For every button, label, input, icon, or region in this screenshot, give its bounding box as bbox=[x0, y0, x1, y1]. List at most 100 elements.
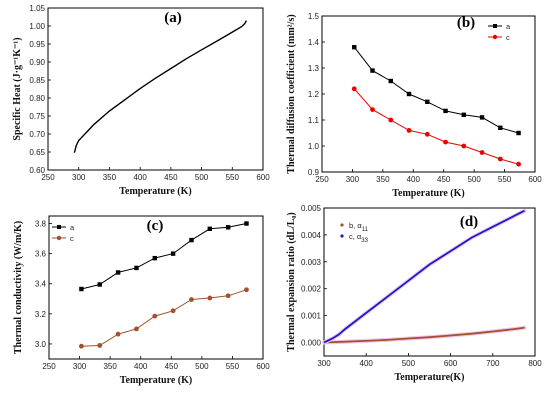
x-tick-label: 800 bbox=[528, 359, 542, 368]
legend-label: c, α33 bbox=[349, 232, 369, 244]
x-tick-label: 300 bbox=[346, 175, 360, 184]
y-tick-label: 0.9 bbox=[308, 168, 320, 177]
data-point bbox=[388, 78, 393, 84]
panel-label: (b) bbox=[457, 15, 475, 31]
y-tick-label: 1.1 bbox=[308, 116, 320, 125]
y-tick-label: 0.000 bbox=[301, 339, 322, 348]
x-tick-label: 400 bbox=[134, 362, 148, 371]
data-point bbox=[388, 117, 394, 123]
data-point bbox=[134, 326, 139, 332]
x-tick-label: 400 bbox=[407, 175, 421, 184]
legend-marker bbox=[57, 225, 61, 229]
chart-2: 250 300 350 400 450 500 550 600 0.9 1.0 1.1 1.2 1.3 1… bbox=[286, 12, 542, 199]
y-axis-label: Thermal diffusion coefficient (mm²/s) bbox=[286, 14, 297, 173]
legend-label-subscript: 33 bbox=[361, 238, 368, 244]
x-tick-label: 550 bbox=[226, 173, 240, 182]
data-point bbox=[97, 282, 102, 287]
series-line bbox=[81, 289, 247, 347]
chart-3: 250 300 350 400 450 500 550 600 3.0 3.2 3.4 3.6 3.8 T… bbox=[13, 215, 270, 386]
y-tick-label: 0.002 bbox=[301, 285, 322, 294]
y-tick-label: 0.004 bbox=[301, 231, 322, 240]
chart-4: 300 400 500 600 700 800 0.000 0.001 0.002 0.003 0.… bbox=[286, 204, 542, 383]
y-tick-label: 0.003 bbox=[301, 258, 322, 267]
chart-1: 250 300 350 400 450 500 550 600 0.60 0.65 0.70 0.75… bbox=[12, 4, 270, 197]
y-tick-label: 3.2 bbox=[35, 310, 47, 319]
series-line bbox=[353, 88, 519, 165]
data-point bbox=[352, 45, 357, 50]
x-tick-label: 450 bbox=[164, 173, 178, 182]
data-point bbox=[443, 108, 448, 114]
panel-label: (c) bbox=[147, 218, 164, 234]
y-tick-label: 1.3 bbox=[308, 64, 320, 73]
data-point bbox=[170, 251, 176, 256]
y-tick-label: 0.80 bbox=[29, 94, 45, 103]
data-point bbox=[498, 125, 503, 130]
series-band bbox=[322, 325, 527, 345]
data-point bbox=[461, 143, 467, 149]
data-point bbox=[115, 331, 121, 337]
legend-marker bbox=[340, 223, 344, 227]
x-tick-label: 300 bbox=[73, 362, 87, 371]
data-point bbox=[424, 131, 430, 137]
x-tick-label: 600 bbox=[256, 362, 270, 371]
x-tick-label: 450 bbox=[165, 362, 179, 371]
data-point bbox=[406, 91, 412, 97]
legend-label: a bbox=[506, 22, 511, 31]
data-point bbox=[79, 286, 84, 292]
panel-label: (a) bbox=[164, 10, 182, 26]
y-tick-label: 1.2 bbox=[308, 90, 320, 99]
series-line bbox=[323, 209, 525, 344]
panel-label: (d) bbox=[460, 214, 478, 230]
data-point bbox=[479, 150, 485, 155]
data-point bbox=[461, 112, 466, 117]
data-point bbox=[115, 270, 121, 275]
data-point bbox=[516, 130, 521, 136]
y-tick-label: 0.70 bbox=[29, 130, 45, 139]
data-point bbox=[207, 295, 213, 301]
x-tick-label: 450 bbox=[437, 175, 451, 184]
data-point bbox=[370, 107, 375, 112]
y-tick-label: 3.6 bbox=[35, 250, 47, 259]
legend-label-subscript: 11 bbox=[362, 227, 369, 233]
x-tick-label: 600 bbox=[528, 175, 542, 184]
series-line bbox=[353, 46, 519, 134]
legend-label: c bbox=[70, 234, 74, 243]
x-tick-label: 350 bbox=[103, 173, 117, 182]
legend-label: a bbox=[70, 223, 75, 232]
x-tick-label: 500 bbox=[467, 175, 481, 184]
data-point bbox=[152, 313, 158, 319]
y-tick-label: 3.8 bbox=[35, 220, 47, 229]
y-tick-label: 0.75 bbox=[29, 112, 45, 121]
x-tick-label: 600 bbox=[444, 359, 458, 368]
y-tick-label: 1.05 bbox=[29, 4, 45, 13]
y-tick-label: 1.0 bbox=[308, 142, 320, 151]
legend-marker bbox=[56, 235, 62, 241]
y-tick-label: 0.90 bbox=[29, 58, 45, 67]
data-point bbox=[97, 343, 103, 348]
data-point bbox=[244, 221, 249, 226]
x-axis-label: Temperature(K) bbox=[395, 372, 465, 383]
x-tick-label: 400 bbox=[360, 359, 374, 368]
x-tick-label: 500 bbox=[402, 359, 416, 368]
x-axis-label: Temperature (K) bbox=[120, 375, 193, 386]
plot-frame bbox=[48, 215, 264, 360]
x-axis-label: Temperature (K) bbox=[392, 188, 465, 199]
data-point bbox=[516, 161, 521, 167]
legend-label: c bbox=[506, 33, 510, 42]
data-point bbox=[479, 115, 485, 120]
legend-marker bbox=[493, 24, 497, 28]
y-tick-label: 0.60 bbox=[29, 166, 45, 175]
y-tick-label: 0.005 bbox=[301, 204, 322, 213]
plot-frame bbox=[323, 207, 536, 357]
data-point bbox=[207, 226, 213, 231]
x-tick-label: 500 bbox=[195, 362, 209, 371]
data-point bbox=[189, 297, 194, 302]
data-point bbox=[170, 308, 176, 314]
data-point bbox=[79, 343, 84, 349]
data-point bbox=[134, 265, 139, 271]
y-tick-label: 1.5 bbox=[308, 12, 320, 21]
y-tick-label: 0.85 bbox=[29, 76, 45, 85]
y-tick-label: 0.95 bbox=[29, 40, 45, 49]
data-point bbox=[244, 287, 249, 293]
